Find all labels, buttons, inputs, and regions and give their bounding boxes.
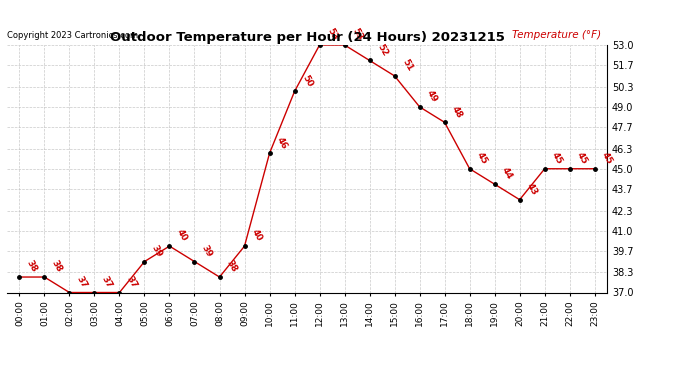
Text: 45: 45 <box>475 150 489 166</box>
Text: Temperature (°F): Temperature (°F) <box>512 30 601 40</box>
Text: 53: 53 <box>325 27 339 42</box>
Text: 53: 53 <box>350 27 364 42</box>
Text: 49: 49 <box>425 88 440 104</box>
Text: 38: 38 <box>50 259 64 274</box>
Text: 52: 52 <box>375 42 389 58</box>
Text: 48: 48 <box>450 104 464 120</box>
Text: 51: 51 <box>400 58 414 73</box>
Text: 38: 38 <box>225 259 239 274</box>
Text: 45: 45 <box>550 150 564 166</box>
Text: 39: 39 <box>200 243 214 259</box>
Title: Outdoor Temperature per Hour (24 Hours) 20231215: Outdoor Temperature per Hour (24 Hours) … <box>110 31 504 44</box>
Text: 45: 45 <box>600 150 614 166</box>
Text: 43: 43 <box>525 182 540 197</box>
Text: 37: 37 <box>100 274 114 290</box>
Text: 40: 40 <box>175 228 189 243</box>
Text: 40: 40 <box>250 228 264 243</box>
Text: 45: 45 <box>575 150 589 166</box>
Text: 39: 39 <box>150 243 164 259</box>
Text: Copyright 2023 Cartronics.com: Copyright 2023 Cartronics.com <box>7 31 138 40</box>
Text: 50: 50 <box>300 74 314 88</box>
Text: 46: 46 <box>275 135 289 150</box>
Text: 37: 37 <box>125 274 139 290</box>
Text: 44: 44 <box>500 166 514 182</box>
Text: 38: 38 <box>25 259 39 274</box>
Text: 37: 37 <box>75 274 89 290</box>
